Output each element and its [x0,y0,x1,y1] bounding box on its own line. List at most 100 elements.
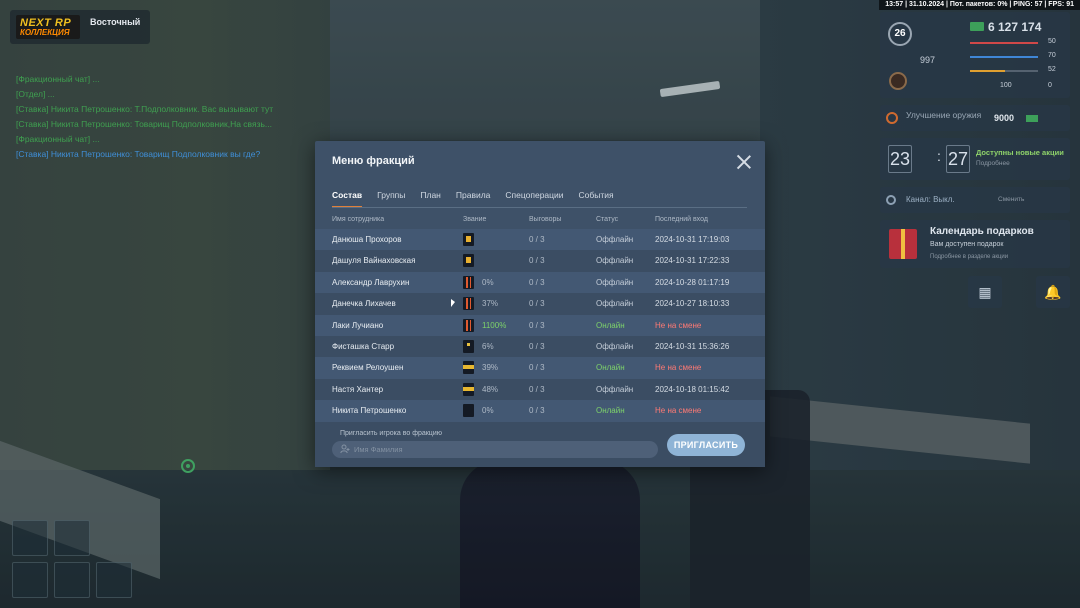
invite-button[interactable]: ПРИГЛАСИТЬ [667,434,745,456]
logo-brand: NEXT RP [20,17,72,29]
table-row[interactable]: Дашуля Вайнаховская 0 / 3 Оффлайн 2024-1… [315,250,765,272]
timer-seconds: 27 [946,145,970,173]
chat-line: [Ставка] Никита Петрошенко: Товарищ Подп… [16,119,272,129]
inventory-slot[interactable] [54,562,90,598]
rank-progress: 1100% [482,320,507,330]
members-table: Данюша Прохоров 0 / 3 Оффлайн 2024-10-31… [315,229,765,422]
bell-icon: 🔔 [1044,284,1062,300]
member-last-login: Не на смене [655,406,702,416]
table-row[interactable]: Никита Петрошенко 0% 0 / 3 Онлайн Не на … [315,400,765,422]
tab-events[interactable]: События [578,190,614,200]
notifications-button[interactable]: 🔔 [1036,276,1070,308]
table-row[interactable]: Данечка Лихачев 37% 0 / 3 Оффлайн 2024-1… [315,293,765,315]
member-last-login: 2024-10-18 01:15:42 [655,384,730,394]
map-marker-icon [181,459,195,473]
table-row[interactable]: Настя Хантер 48% 0 / 3 Оффлайн 2024-10-1… [315,378,765,401]
gift-calendar-panel[interactable]: Календарь подарков Вам доступен подарок … [880,220,1070,268]
rank-icon [463,297,474,311]
chat-line: [Фракционный чат] ... [16,74,100,84]
radio-panel[interactable]: Канал: Выкл. Сменить [880,187,1070,213]
player-stats-panel: 26 6 127 174 997 50 70 52 100 0 [880,12,1070,98]
menu-grid-button[interactable]: ▦ [968,276,1002,308]
score-b: 0 [1048,82,1052,89]
member-name: Дашуля Вайнаховская [332,256,416,266]
radio-change-link[interactable]: Сменить [998,196,1025,203]
inventory-slot[interactable] [12,562,48,598]
member-last-login: 2024-10-28 01:17:19 [655,277,730,287]
table-row[interactable]: Фисташка Старр 6% 0 / 3 Оффлайн 2024-10-… [315,335,765,358]
score-a: 100 [1000,82,1012,89]
level-badge: 26 [888,22,912,46]
money-icon [970,22,984,31]
weapon-upgrade-panel[interactable]: Улучшение оружия 9000 [880,105,1070,131]
rank-icon [463,318,474,332]
rank-icon [463,275,474,289]
member-status: Онлайн [596,320,625,330]
promo-title: Доступны новые акции [976,148,1064,157]
member-last-login: 2024-10-31 15:36:26 [655,341,730,351]
add-user-icon [340,444,350,454]
column-header-name: Имя сотрудника [332,216,385,223]
money-icon [1026,115,1038,122]
member-name: Данюша Прохоров [332,235,402,244]
member-status: Оффлайн [596,299,634,309]
promo-timer-panel[interactable]: 23 : 27 Доступны новые акции Подробнее [880,138,1070,180]
weapon-upgrade-icon [886,112,898,124]
timer-minutes: 23 [888,145,912,173]
rank-icon [463,361,474,375]
member-last-login: Не на смене [655,363,702,373]
member-status: Оффлайн [596,277,634,287]
member-name: Никита Петрошенко [332,406,407,416]
promo-more-link[interactable]: Подробнее [976,160,1010,167]
tabs-divider [332,207,747,208]
tab-special-ops[interactable]: Спецоперации [505,190,564,200]
health-value: 50 [1048,38,1056,45]
calendar-title: Календарь подарков [930,226,1034,237]
tab-groups[interactable]: Группы [377,190,406,200]
faction-tabs: Состав Группы План Правила Спецоперации … [332,190,629,208]
rank-progress: 0% [482,406,494,416]
donate-amount: 997 [920,55,936,65]
chat-line: [Отдел] ... [16,89,55,99]
member-warnings: 0 / 3 [529,363,545,373]
table-row[interactable]: Лаки Лучиано 1100% 0 / 3 Онлайн Не на см… [315,314,765,336]
server-logo: NEXT RP КОЛЛЕКЦИЯ Восточный [10,10,150,44]
money-amount: 6 127 174 [988,20,1042,34]
calendar-more-link[interactable]: Подробнее в разделе акции [930,254,1009,260]
member-last-login: 2024-10-31 17:22:33 [655,256,730,266]
radio-icon [886,195,896,205]
inventory-slot[interactable] [12,520,48,556]
member-warnings: 0 / 3 [529,320,545,330]
armor-bar [970,56,1038,58]
member-warnings: 0 / 3 [529,406,545,416]
tab-staff[interactable]: Состав [332,190,363,208]
grid-icon: ▦ [978,284,992,300]
table-row[interactable]: Данюша Прохоров 0 / 3 Оффлайн 2024-10-31… [315,229,765,251]
timer-colon: : [937,148,941,164]
chat-line: [Фракционный чат] ... [16,134,100,144]
server-name: Восточный [90,17,141,27]
avatar [889,72,907,90]
member-warnings: 0 / 3 [529,235,545,244]
close-icon[interactable] [735,153,753,171]
table-row[interactable]: Реквием Релоушен 39% 0 / 3 Онлайн Не на … [315,357,765,379]
column-header-last-login: Последний вход [655,216,708,223]
rank-progress: 0% [482,277,494,287]
member-status: Онлайн [596,406,625,416]
member-last-login: Не на смене [655,320,702,330]
tab-rules[interactable]: Правила [455,190,491,200]
member-status: Оффлайн [596,256,634,266]
logo-mark: NEXT RP КОЛЛЕКЦИЯ [16,15,80,39]
table-row[interactable]: Александр Лаврухин 0% 0 / 3 Оффлайн 2024… [315,271,765,294]
member-name: Данечка Лихачев [332,299,396,309]
inventory-slot[interactable] [96,562,132,598]
invite-name-input[interactable]: Имя Фамилия [332,441,658,458]
logo-sub: КОЛЛЕКЦИЯ [20,28,70,37]
status-bar: 13:57 | 31.10.2024 | Пот. пакетов: 0% | … [879,0,1080,10]
invite-label: Пригласить игрока во фракцию [340,430,442,437]
inventory-slot[interactable] [54,520,90,556]
member-status: Оффлайн [596,235,634,244]
member-name: Настя Хантер [332,384,384,394]
tab-plan[interactable]: План [420,190,441,200]
